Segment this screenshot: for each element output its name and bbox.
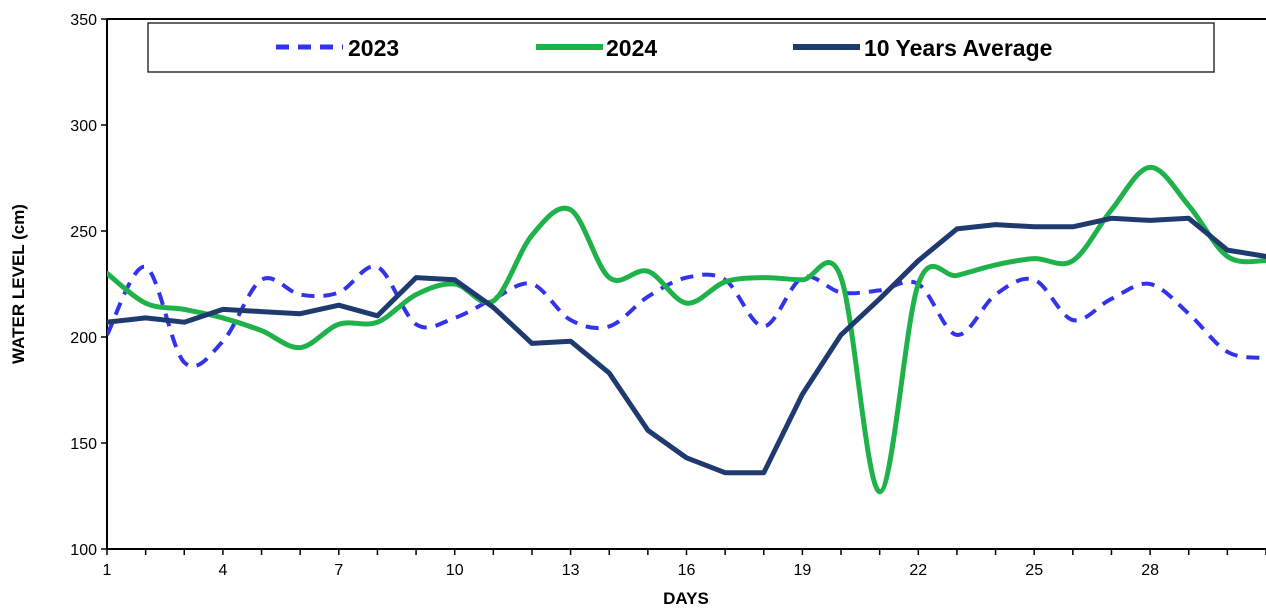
series-2023-line <box>107 264 1266 369</box>
legend-label-2024: 2024 <box>606 35 657 61</box>
y-axis-title: WATER LEVEL (cm) <box>9 204 28 364</box>
x-tick-label: 16 <box>678 562 696 579</box>
x-tick-label: 7 <box>334 562 343 579</box>
x-tick-label: 1 <box>103 562 112 579</box>
y-tick-label: 250 <box>70 224 97 241</box>
series-10-years-average-line <box>107 215 1266 476</box>
x-tick-label: 19 <box>794 562 812 579</box>
x-tick-label: 13 <box>562 562 580 579</box>
y-tick-label: 100 <box>70 542 97 559</box>
y-tick-label: 350 <box>70 12 97 29</box>
x-tick-label: 25 <box>1025 562 1043 579</box>
axes: 100 150 200 250 300 350 1 4 7 10 13 16 19 22 25 28 <box>70 12 1266 579</box>
x-tick-label: 28 <box>1141 562 1159 579</box>
x-tick-label: 10 <box>446 562 464 579</box>
series-2024-line <box>107 164 1266 495</box>
x-tick-label: 4 <box>218 562 227 579</box>
y-tick-label: 300 <box>70 118 97 135</box>
y-tick-label: 150 <box>70 436 97 453</box>
legend: 2023 2024 10 Years Average <box>147 22 1215 73</box>
legend-box <box>147 22 1215 73</box>
x-axis-title: DAYS <box>663 589 709 608</box>
x-tick-label: 22 <box>909 562 927 579</box>
legend-label-2023: 2023 <box>348 35 399 61</box>
y-tick-label: 200 <box>70 330 97 347</box>
series-layer <box>107 164 1266 495</box>
legend-label-10-years-average: 10 Years Average <box>864 35 1052 61</box>
